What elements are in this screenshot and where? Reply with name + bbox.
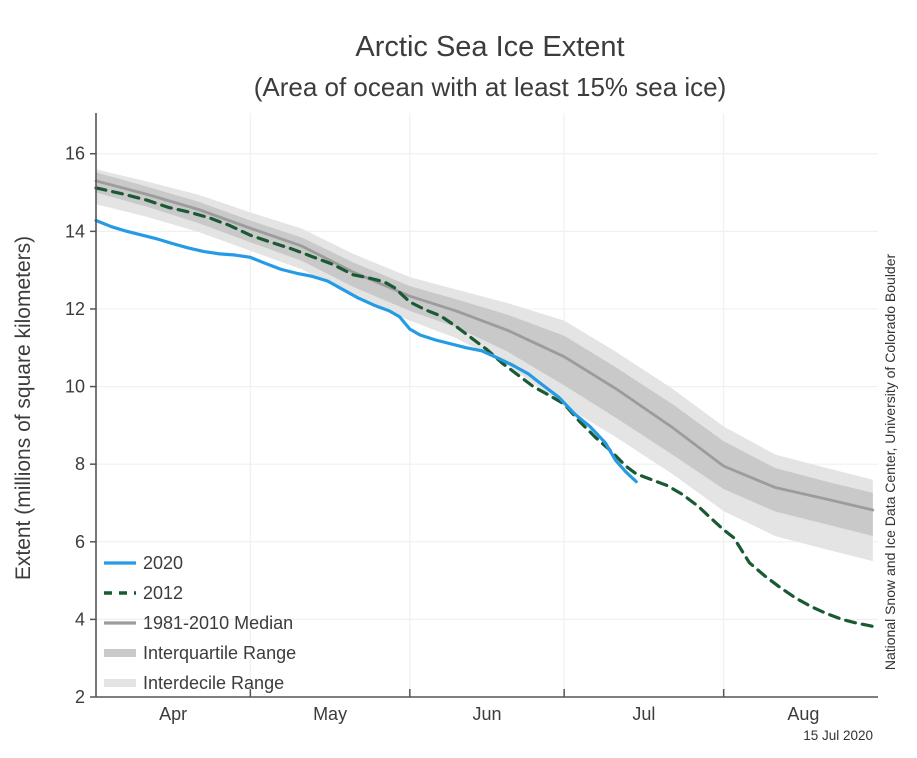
x-tick-label-jul: Jul bbox=[632, 704, 655, 724]
date-label: 15 Jul 2020 bbox=[803, 728, 873, 743]
y-tick-label: 2 bbox=[75, 687, 85, 707]
attribution-text: National Snow and Ice Data Center, Unive… bbox=[882, 253, 898, 670]
y-tick-label: 10 bbox=[65, 377, 85, 397]
legend-label: 2020 bbox=[143, 553, 183, 573]
y-tick-label: 12 bbox=[65, 299, 85, 319]
legend-label: Interdecile Range bbox=[143, 673, 284, 693]
legend-item-2012: 2012 bbox=[104, 583, 183, 603]
series-line-1981-2010-median bbox=[94, 179, 875, 512]
band-interquartile-range bbox=[96, 172, 873, 536]
legend: 2020 2012 1981-2010 Median Interquartile Ra… bbox=[104, 553, 296, 693]
legend-label: 1981-2010 Median bbox=[143, 613, 293, 633]
legend-item-interquartile-range: Interquartile Range bbox=[104, 643, 296, 663]
band-interdecile-range bbox=[96, 169, 873, 562]
band-layer bbox=[96, 169, 873, 562]
y-tick-label: 4 bbox=[75, 609, 85, 629]
y-tick-label: 16 bbox=[65, 144, 85, 164]
series-line-2020 bbox=[94, 218, 638, 484]
legend-item-interdecile-range: Interdecile Range bbox=[104, 673, 284, 693]
x-tick-label-jun: Jun bbox=[472, 704, 501, 724]
chart-title: Arctic Sea Ice Extent bbox=[355, 31, 624, 63]
legend-swatch-band bbox=[104, 679, 136, 687]
line-layer bbox=[94, 179, 875, 628]
legend-label: Interquartile Range bbox=[143, 643, 296, 663]
x-tick-label-aug: Aug bbox=[787, 704, 819, 724]
legend-label: 2012 bbox=[143, 583, 183, 603]
x-tick-label-apr: Apr bbox=[159, 704, 187, 724]
legend-item-1981-2010-median: 1981-2010 Median bbox=[104, 613, 293, 633]
legend-swatch-band bbox=[104, 649, 136, 657]
axis-layer: 2 4 6 8 10 12 14 16 Apr May Jun Jul Aug bbox=[65, 113, 878, 724]
y-tick-label: 6 bbox=[75, 532, 85, 552]
chart-subtitle: (Area of ocean with at least 15% sea ice… bbox=[254, 72, 727, 102]
y-tick-label: 14 bbox=[65, 221, 85, 241]
y-axis-title: Extent (millions of square kilometers) bbox=[12, 236, 35, 580]
x-tick-label-may: May bbox=[313, 704, 347, 724]
series-line-2012 bbox=[94, 186, 875, 628]
legend-item-2020: 2020 bbox=[104, 553, 183, 573]
y-tick-label: 8 bbox=[75, 454, 85, 474]
